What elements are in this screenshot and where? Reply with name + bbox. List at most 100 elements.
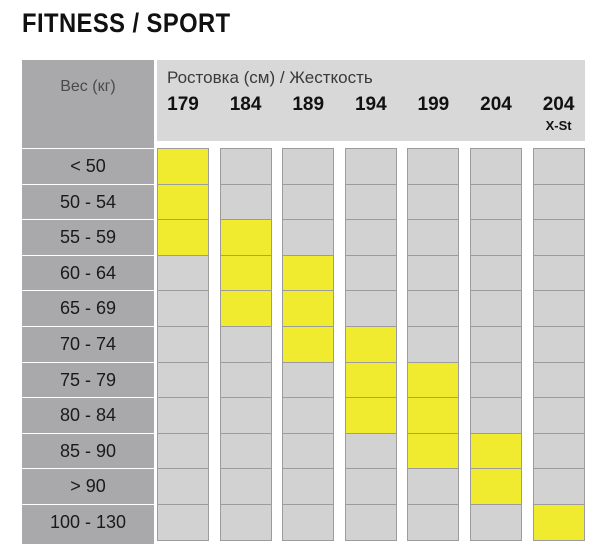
grid-cell (407, 290, 460, 327)
weight-row-label: < 50 (70, 156, 106, 176)
row-separator (22, 397, 154, 399)
grid-cell (157, 504, 209, 541)
grid-cell (470, 361, 522, 399)
grid-cell (282, 432, 335, 470)
grid-cell (532, 326, 585, 363)
grid-cell (470, 148, 522, 185)
recommended-cell (344, 397, 397, 434)
size-column-label: 179 (167, 94, 199, 115)
grid-cell (532, 397, 585, 434)
grid-cell (407, 148, 460, 185)
grid-cell (532, 290, 585, 327)
row-separator (22, 468, 154, 470)
grid-cell (470, 219, 522, 256)
weight-header-label: Вес (кг) (60, 78, 116, 95)
size-column (219, 148, 272, 541)
grid-cell (344, 432, 397, 470)
grid-cell (532, 183, 585, 221)
grid-cell (407, 504, 460, 541)
recommended-cell (157, 148, 209, 185)
row-separator (22, 326, 154, 327)
row-separator (22, 290, 154, 292)
grid-cell (157, 397, 209, 434)
grid-cell (344, 254, 397, 292)
size-column-label: 199 (417, 94, 450, 115)
grid-cell (470, 183, 522, 221)
grid-cell (219, 504, 272, 541)
grid-cell (470, 397, 522, 434)
grid-cell (470, 254, 522, 292)
size-column (344, 148, 397, 541)
grid-cell (532, 361, 585, 399)
weight-row-label: 75 - 79 (59, 369, 117, 390)
grid-cell (532, 148, 585, 185)
grid-cell (470, 326, 522, 363)
row-separator (22, 183, 154, 185)
grid-cell (219, 397, 272, 434)
grid-cell (157, 432, 209, 470)
grid-cell (532, 254, 585, 292)
grid-cell (219, 361, 272, 399)
grid-cell (407, 254, 460, 292)
grid-cell (157, 254, 209, 292)
row-separator (22, 219, 154, 221)
grid-cell (470, 290, 522, 327)
row-separator (22, 254, 154, 256)
recommended-cell (219, 219, 272, 256)
size-header-label: Ростовка (см) / Жесткость (167, 68, 373, 87)
weight-row-label: 65 - 69 (59, 298, 117, 319)
weight-row-label: 85 - 90 (59, 440, 117, 461)
grid-cell (344, 219, 397, 256)
grid-cell (344, 504, 397, 541)
grid-cell (157, 468, 209, 505)
recommended-cell (282, 290, 335, 327)
recommended-cell (219, 290, 272, 327)
grid-cell (157, 290, 209, 327)
size-column-label: 204 (542, 94, 575, 115)
grid-cell (407, 183, 460, 221)
recommended-cell (470, 432, 522, 470)
recommended-cell (470, 468, 522, 505)
grid-cell (157, 361, 209, 399)
grid-cell (219, 468, 272, 505)
grid-cell (157, 326, 209, 363)
chart-title: FITNESS / SPORT (22, 8, 231, 38)
stiffness-sub-label: X-St (545, 118, 572, 133)
grid-cell (282, 148, 335, 185)
grid-cell (532, 219, 585, 256)
recommended-cell (157, 219, 209, 256)
weight-row-label: 60 - 64 (59, 262, 117, 283)
grid-cell (282, 397, 335, 434)
weight-row-label: 55 - 59 (59, 227, 117, 248)
grid-cell (219, 326, 272, 363)
weight-row-label: 70 - 74 (59, 334, 117, 354)
weight-row-label: 100 - 130 (49, 512, 127, 532)
recommended-cell (407, 432, 460, 470)
recommended-cell (157, 183, 209, 221)
grid-cell (219, 148, 272, 185)
weight-header-panel: Вес (кг) < 50 50 - 54 55 - 59 60 - 64 65 - 6… (22, 60, 154, 544)
grid-cell (470, 504, 522, 541)
grid-cell (344, 290, 397, 327)
row-separator (22, 148, 154, 149)
grid-cell (344, 148, 397, 185)
row-separator (22, 432, 154, 434)
grid-cell (282, 219, 335, 256)
grid-cell (407, 468, 460, 505)
recommended-cell (407, 397, 460, 434)
size-column-label: 184 (229, 94, 262, 115)
row-separator (22, 504, 154, 505)
size-column-label: 194 (354, 94, 387, 115)
grid-cell (407, 326, 460, 363)
size-column (282, 148, 335, 541)
recommended-cell (532, 504, 585, 541)
recommended-cell (344, 326, 397, 363)
recommended-cell (407, 361, 460, 399)
grid-cell (282, 183, 335, 221)
grid-cell (407, 219, 460, 256)
grid-cell (344, 183, 397, 221)
weight-row-label: > 90 (70, 476, 106, 497)
recommended-cell (282, 326, 335, 363)
size-header-panel: Ростовка (см) / Жесткость 179 184 189 194 19… (157, 60, 585, 141)
grid-cell (344, 468, 397, 505)
